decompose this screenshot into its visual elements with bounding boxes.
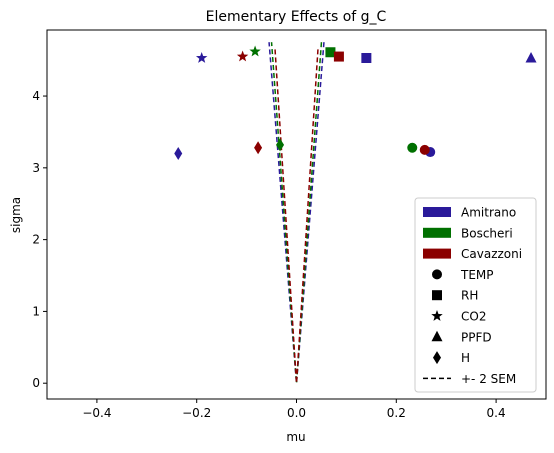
legend-label: +- 2 SEM [461,372,516,386]
y-tick-label: 2 [32,233,40,247]
point-boscheri-square [325,47,336,58]
legend-label: RH [461,289,478,303]
sem-band-amitrano [268,42,325,384]
legend-marker-triangle [431,330,443,342]
x-tick-label: 0.4 [487,406,506,420]
point-amitrano-triangle [525,51,537,63]
point-cavazzoni-square [333,51,344,62]
point-amitrano-star [195,52,208,63]
legend-label: H [461,351,470,365]
point-cavazzoni-diamond [254,141,263,155]
x-tick-label: 0.2 [387,406,406,420]
legend-swatch [423,227,451,238]
plot-area: −0.4 −0.2 0.0 0.2 0.4 0 1 2 3 4 [32,29,547,420]
sem-band-boscheri [270,42,323,384]
x-tick-label: 0.0 [287,406,306,420]
legend: Amitrano Boscheri Cavazzoni TEMP RH CO2 PPFD H +… [414,197,537,393]
x-axis-label: mu [286,430,305,444]
legend-label: PPFD [461,330,492,344]
y-tick-label: 0 [32,376,40,390]
point-cavazzoni-star [236,50,249,62]
legend-label: Cavazzoni [461,247,522,261]
legend-marker-square [432,290,442,301]
y-tick-label: 4 [32,89,40,103]
point-amitrano-diamond [174,146,183,160]
point-boscheri-star [249,45,261,57]
legend-marker-star [431,310,443,321]
x-tick-label: −0.2 [182,406,211,420]
legend-box [414,197,537,393]
legend-marker-circle [432,269,442,280]
legend-label: CO2 [461,310,486,324]
point-cavazzoni-circle [419,144,430,155]
point-boscheri-circle [407,142,418,153]
chart-title: Elementary Effects of g_C [206,9,387,25]
y-tick-label: 3 [32,161,40,175]
legend-marker-diamond [433,351,441,365]
legend-label: Amitrano [461,206,516,220]
sem-band-cavazzoni [274,49,319,384]
point-amitrano-square [361,52,372,63]
y-tick-label: 1 [32,304,40,318]
legend-label: TEMP [460,268,494,282]
point-boscheri-diamond [276,138,285,152]
x-tick-label: −0.4 [82,406,111,420]
legend-swatch [423,248,451,259]
y-axis-label: sigma [9,197,23,233]
legend-swatch [423,207,451,217]
legend-label: Boscheri [461,226,513,240]
